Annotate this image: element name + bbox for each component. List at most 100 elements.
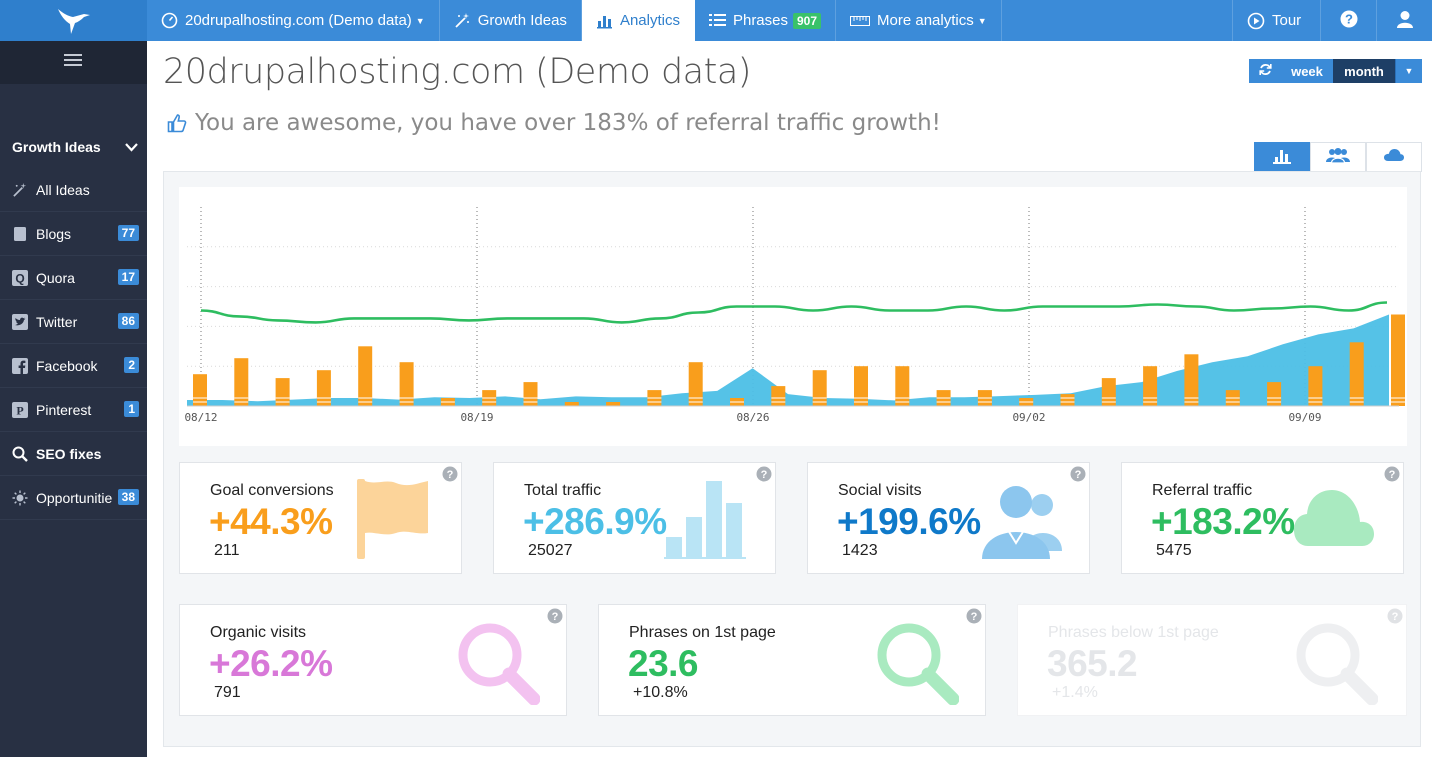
card-label: Social visits [838, 482, 922, 499]
bar [895, 366, 910, 406]
card-label: Total traffic [524, 482, 602, 499]
card-subvalue: +1.4% [1052, 684, 1098, 701]
user-menu-button[interactable] [1376, 0, 1432, 41]
bar [688, 362, 703, 406]
pinterest-icon: P [12, 401, 28, 418]
sidebar-badge: 86 [117, 313, 139, 329]
card-value: +286.9% [523, 501, 667, 542]
bar [1101, 378, 1116, 406]
week-button[interactable]: week [1281, 59, 1333, 83]
menu-toggle[interactable] [0, 41, 147, 84]
caret-down-icon: ▼ [415, 15, 425, 26]
period-toggle: week month ▼ [1249, 59, 1422, 83]
site-selector[interactable]: 20drupalhosting.com (Demo data) ▼ [147, 0, 440, 41]
nav-more-analytics[interactable]: More analytics ▼ [836, 0, 1002, 41]
question-circle-icon[interactable]: ? [1387, 608, 1403, 629]
sidebar-item-label: Opportunities [36, 489, 112, 506]
tour-label: Tour [1272, 12, 1302, 29]
bar [275, 378, 290, 406]
hummingbird-logo-icon[interactable] [0, 0, 147, 41]
magnifier-icon [1294, 621, 1379, 710]
bar [812, 370, 827, 406]
bar [1143, 366, 1158, 406]
svg-text:P: P [16, 403, 23, 417]
cloud-icon [1292, 488, 1376, 553]
x-tick-label: 09/09 [1288, 411, 1321, 424]
sidebar-item-opportunities[interactable]: Opportunities 38 [0, 476, 147, 520]
bar [1349, 342, 1364, 406]
bar [316, 370, 331, 406]
card-goal-conversions[interactable]: Goal conversions +44.3% 211 ? [179, 462, 462, 574]
card-value: +183.2% [1151, 501, 1295, 542]
bar [564, 402, 579, 406]
bar [606, 402, 621, 406]
question-circle-icon[interactable]: ? [442, 466, 458, 487]
x-tick-label: 08/26 [736, 411, 769, 424]
help-button[interactable]: ? [1320, 0, 1376, 41]
sidebar-item-quora[interactable]: Q Quora 17 [0, 256, 147, 300]
thumbs-up-icon [167, 113, 187, 133]
card-value: +44.3% [209, 501, 333, 542]
svg-text:?: ? [1345, 11, 1353, 26]
bar [523, 382, 538, 406]
card-organic-visits[interactable]: Organic visits +26.2% 791 ? [179, 604, 567, 716]
search-icon [12, 446, 28, 462]
month-button[interactable]: month [1333, 59, 1395, 83]
sidebar-item-pinterest[interactable]: P Pinterest 1 [0, 388, 147, 432]
card-social-visits[interactable]: Social visits +199.6% 1423 ? [807, 462, 1090, 574]
sidebar-section-growth-ideas[interactable]: Growth Ideas [0, 125, 147, 169]
tab-social[interactable] [1310, 142, 1366, 172]
nav-more-analytics-label: More analytics [877, 12, 974, 29]
nav-phrases[interactable]: Phrases 907 [695, 0, 837, 41]
period-dropdown-button[interactable]: ▼ [1395, 59, 1422, 83]
play-circle-icon [1247, 12, 1265, 30]
bar [1267, 382, 1282, 406]
card-subvalue: 791 [214, 684, 241, 701]
sidebar-item-label: Quora [36, 269, 75, 286]
sidebar-badge: 17 [117, 269, 139, 285]
nav-analytics[interactable]: Analytics [581, 0, 695, 41]
sidebar-item-blogs[interactable]: Blogs 77 [0, 212, 147, 256]
tab-bar-chart[interactable] [1254, 142, 1310, 172]
traffic-chart-svg: 08/12 08/19 08/26 09/02 09/09 [184, 207, 1405, 424]
card-phrases-first-page[interactable]: Phrases on 1st page 23.6 +10.8% ? [598, 604, 986, 716]
bar-chart-icon [1272, 147, 1292, 169]
card-label: Goal conversions [210, 482, 334, 499]
card-label: Organic visits [210, 624, 307, 641]
gauge-icon [161, 12, 178, 29]
refresh-button[interactable] [1249, 59, 1281, 83]
cloud-icon [1383, 148, 1405, 167]
bar [399, 362, 414, 406]
top-navbar: 20drupalhosting.com (Demo data) ▼ Growth… [0, 0, 1432, 41]
user-icon [1396, 10, 1414, 32]
users-icon [976, 483, 1064, 564]
sidebar-item-seo-fixes[interactable]: SEO fixes [0, 432, 147, 476]
x-tick-label: 09/02 [1012, 411, 1045, 424]
sidebar-item-label: Blogs [36, 225, 72, 242]
question-circle-icon[interactable]: ? [547, 608, 563, 629]
magic-wand-icon [12, 182, 28, 198]
hamburger-icon [63, 53, 84, 72]
analytics-panel: 08/12 08/19 08/26 09/02 09/09 Goal conversio… [163, 171, 1421, 747]
blog-icon [12, 226, 28, 242]
sidebar-badge: 38 [117, 489, 139, 505]
tab-referral[interactable] [1366, 142, 1422, 172]
sidebar-item-facebook[interactable]: Facebook 2 [0, 344, 147, 388]
nav-growth-ideas[interactable]: Growth Ideas [440, 0, 582, 41]
card-phrases-below-first-page[interactable]: Phrases below 1st page 365.2 +1.4% ? [1017, 604, 1407, 716]
question-circle-icon[interactable]: ? [1384, 466, 1400, 487]
bar-chart-icon [664, 479, 746, 564]
growth-message-text: You are awesome, you have over 183% of r… [195, 110, 941, 136]
sidebar-item-twitter[interactable]: Twitter 86 [0, 300, 147, 344]
question-circle-icon[interactable]: ? [966, 608, 982, 629]
question-circle-icon[interactable]: ? [1070, 466, 1086, 487]
tour-button[interactable]: Tour [1232, 0, 1320, 41]
nav-analytics-label: Analytics [619, 12, 680, 29]
card-referral-traffic[interactable]: Referral traffic +183.2% 5475 ? [1121, 462, 1404, 574]
sidebar-item-all-ideas[interactable]: All Ideas [0, 168, 147, 212]
card-subvalue: 25027 [528, 542, 573, 559]
card-total-traffic[interactable]: Total traffic +286.9% 25027 ? [493, 462, 776, 574]
bar [854, 366, 868, 406]
chevron-down-icon [125, 139, 138, 155]
question-circle-icon[interactable]: ? [756, 466, 772, 487]
